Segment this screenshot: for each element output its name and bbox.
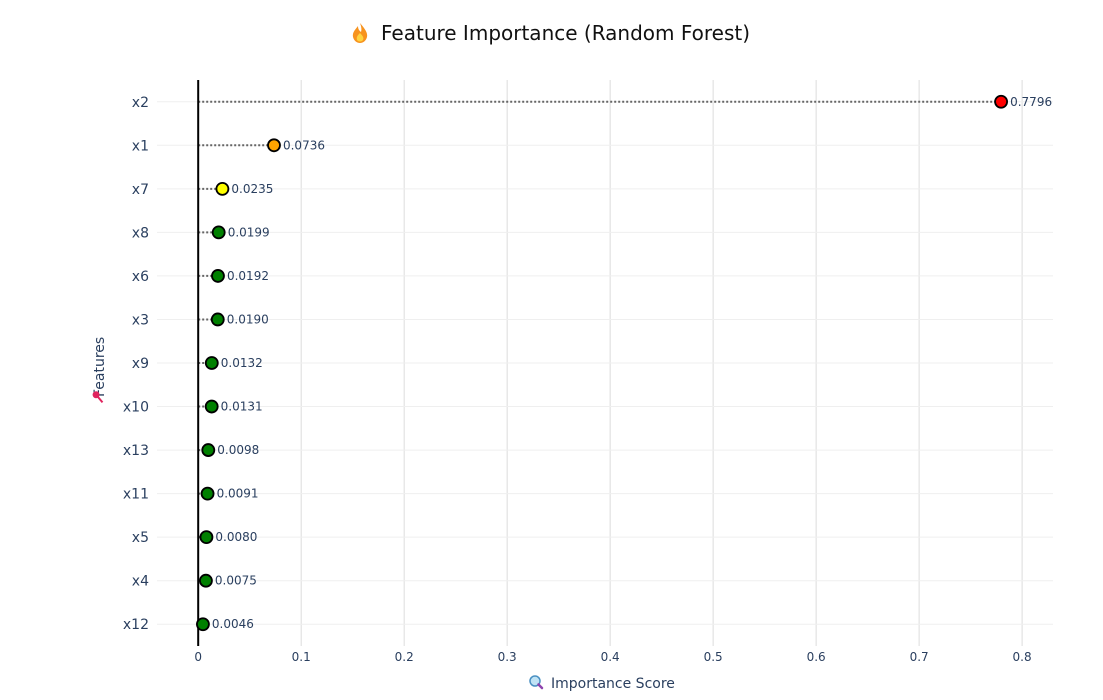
x-tick-label: 0.8 (1013, 650, 1032, 664)
magnifier-icon (529, 675, 544, 690)
pushpin-icon (92, 391, 104, 404)
x-tick-label: 0.1 (292, 650, 311, 664)
value-label: 0.0190 (227, 312, 269, 326)
chart-title-group: Feature Importance (Random Forest) (352, 21, 750, 45)
gridlines (157, 80, 1053, 646)
value-label: 0.0199 (228, 225, 270, 239)
y-tick-labels: x2 x1 x7 x8 x6 x3 x9 x10 x13 x11 x5 x4 x12 (123, 95, 149, 633)
value-label: 0.0131 (221, 400, 263, 414)
data-point (215, 181, 230, 196)
x-tick-label: 0.7 (910, 650, 929, 664)
value-label: 0.0192 (227, 269, 269, 283)
data-point (211, 269, 225, 283)
x-tick-labels: 0 0.1 0.2 0.3 0.4 0.5 0.6 0.7 0.8 (194, 650, 1031, 664)
chart-title: Feature Importance (Random Forest) (381, 21, 750, 45)
x-tick-label: 0.3 (498, 650, 517, 664)
value-labels: 0.7796 0.0736 0.0235 0.0199 0.0192 0.0190 0.01… (212, 95, 1052, 631)
y-tick-label: x3 (132, 312, 149, 328)
y-tick-label: x2 (132, 95, 149, 111)
value-label: 0.0080 (215, 530, 257, 544)
x-tick-label: 0 (194, 650, 202, 664)
x-axis-title-group: Importance Score (529, 675, 675, 692)
value-label: 0.0132 (221, 356, 263, 370)
y-axis-title: Features (92, 337, 108, 397)
data-point (267, 138, 281, 153)
x-tick-label: 0.6 (807, 650, 826, 664)
data-point (211, 225, 226, 240)
data-point (199, 530, 214, 545)
y-axis-title-group: Features (92, 337, 108, 397)
data-point (994, 94, 1008, 109)
data-point (204, 356, 219, 370)
value-label: 0.7796 (1010, 95, 1052, 109)
y-tick-label: x7 (132, 182, 149, 198)
data-point (196, 617, 210, 632)
value-label: 0.0046 (212, 617, 254, 631)
value-label: 0.0235 (231, 182, 273, 196)
markers (196, 94, 1008, 632)
data-point (210, 312, 225, 327)
y-tick-label: x1 (132, 138, 149, 154)
y-tick-label: x11 (123, 487, 149, 503)
data-point (199, 573, 213, 588)
x-tick-label: 0.5 (704, 650, 723, 664)
value-label: 0.0736 (283, 138, 325, 152)
y-tick-label: x5 (132, 530, 149, 546)
x-tick-label: 0.2 (395, 650, 414, 664)
data-point (200, 486, 215, 501)
value-label: 0.0098 (217, 443, 259, 457)
y-tick-label: x8 (132, 225, 149, 241)
y-tick-label: x12 (123, 617, 149, 633)
y-tick-label: x6 (132, 269, 149, 285)
y-tick-label: x9 (132, 356, 149, 372)
value-label: 0.0091 (217, 487, 259, 501)
y-tick-label: x13 (123, 443, 149, 459)
data-point (201, 443, 216, 457)
x-tick-label: 0.4 (601, 650, 620, 664)
x-axis-title: Importance Score (551, 676, 675, 692)
y-tick-label: x4 (132, 574, 149, 590)
y-tick-label: x10 (123, 400, 149, 416)
fire-icon (352, 23, 368, 43)
data-point (204, 399, 219, 414)
value-label: 0.0075 (215, 574, 257, 588)
